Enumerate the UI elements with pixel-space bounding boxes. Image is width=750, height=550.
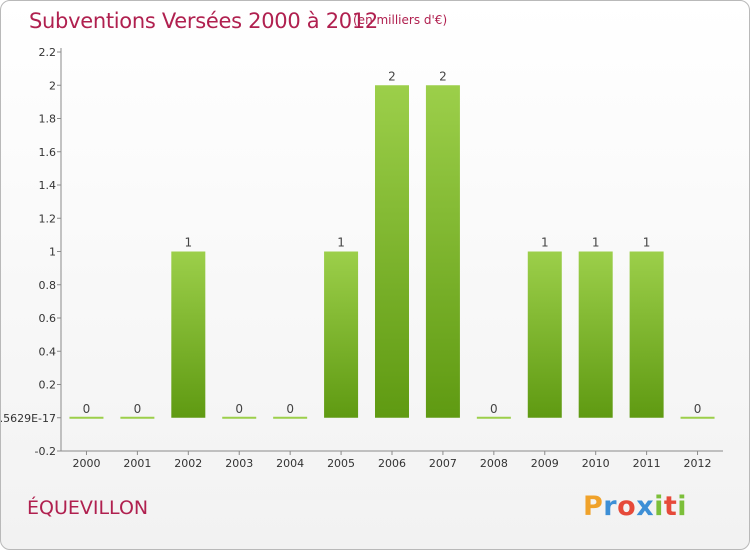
bars bbox=[69, 85, 715, 419]
x-tick-label: 2007 bbox=[429, 457, 457, 470]
x-tick-label: 2002 bbox=[174, 457, 202, 470]
x-tick-label: 2000 bbox=[72, 457, 100, 470]
x-tick-label: 2009 bbox=[531, 457, 559, 470]
bar bbox=[680, 416, 715, 419]
bar-value-label: 0 bbox=[490, 402, 498, 416]
x-tick-label: 2011 bbox=[633, 457, 661, 470]
y-tick-label: 2 bbox=[49, 79, 56, 92]
y-tick-label: 1.2 bbox=[39, 212, 57, 225]
bar-value-label: 0 bbox=[235, 402, 243, 416]
chart-subtitle: (en milliers d'€) bbox=[353, 13, 448, 27]
bar-value-label: 2 bbox=[439, 69, 447, 83]
bar bbox=[171, 251, 206, 418]
y-tick-label: 0.2 bbox=[39, 379, 57, 392]
bar bbox=[476, 416, 511, 419]
x-tick-label: 2010 bbox=[582, 457, 610, 470]
bar-value-label: 1 bbox=[184, 236, 192, 250]
x-tick-label: 2004 bbox=[276, 457, 304, 470]
y-tick-label: 1 bbox=[49, 246, 56, 259]
bar bbox=[629, 251, 664, 418]
chart-title: Subventions Versées 2000 à 2012 bbox=[29, 9, 378, 33]
y-tick-label: -1.5629E-17 bbox=[1, 412, 56, 425]
data-labels: 0 0 1 0 0 1 2 2 0 1 1 1 0 bbox=[83, 69, 702, 416]
bar bbox=[578, 251, 613, 418]
y-tick-label: 1.6 bbox=[39, 146, 57, 159]
bar bbox=[324, 251, 359, 418]
x-tick-label: 2005 bbox=[327, 457, 355, 470]
y-tick-label: 2.2 bbox=[39, 46, 57, 59]
bar bbox=[273, 416, 308, 419]
bar-value-label: 1 bbox=[592, 236, 600, 250]
x-tick-label: 2008 bbox=[480, 457, 508, 470]
x-tick-label: 2003 bbox=[225, 457, 253, 470]
y-tick-label: -0.2 bbox=[35, 445, 56, 458]
bar-value-label: 1 bbox=[337, 236, 345, 250]
bar bbox=[222, 416, 257, 419]
bar bbox=[425, 85, 460, 418]
y-tick-label: 1.4 bbox=[39, 179, 57, 192]
bar-value-label: 0 bbox=[286, 402, 294, 416]
y-tick-label: 0.4 bbox=[39, 345, 57, 358]
bar-value-label: 0 bbox=[83, 402, 91, 416]
x-tick-label: 2012 bbox=[684, 457, 712, 470]
y-tick-label: 1.8 bbox=[39, 113, 57, 126]
y-tick-label: 0.6 bbox=[39, 312, 57, 325]
proxiti-logo: Proxiti bbox=[583, 491, 688, 522]
x-tick-label: 2006 bbox=[378, 457, 406, 470]
bar bbox=[69, 416, 104, 419]
y-tick-label: 0.8 bbox=[39, 279, 57, 292]
bar-value-label: 1 bbox=[541, 236, 549, 250]
bar-value-label: 0 bbox=[694, 402, 702, 416]
commune-name: ÉQUEVILLON bbox=[27, 497, 149, 519]
bar bbox=[527, 251, 562, 418]
bar-value-label: 2 bbox=[388, 69, 396, 83]
axes: -0.2 -1.5629E-17 0.2 0.4 0.6 0.8 1 1.2 1.4 1.6 1.8… bbox=[1, 46, 723, 470]
bar bbox=[375, 85, 409, 418]
bar-value-label: 0 bbox=[134, 402, 142, 416]
bar bbox=[120, 416, 155, 419]
bar-value-label: 1 bbox=[643, 236, 651, 250]
x-tick-label: 2001 bbox=[123, 457, 151, 470]
